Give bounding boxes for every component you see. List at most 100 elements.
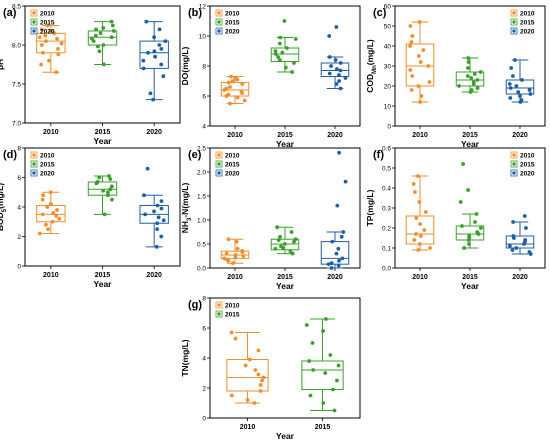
data-point — [56, 52, 61, 57]
data-point — [418, 100, 422, 104]
data-point — [245, 398, 250, 402]
data-point — [339, 234, 344, 239]
legend-entry-2010: 2010 — [30, 151, 55, 159]
data-point — [513, 58, 517, 62]
data-point — [519, 98, 524, 102]
data-point — [110, 197, 114, 202]
data-point — [329, 261, 334, 266]
data-point — [258, 389, 263, 393]
data-point — [509, 66, 514, 70]
data-point — [472, 72, 477, 76]
data-point — [304, 323, 309, 327]
legend-marker — [217, 303, 221, 307]
data-point — [47, 58, 51, 63]
data-point — [308, 393, 313, 398]
data-point — [40, 43, 44, 47]
data-point — [310, 341, 315, 345]
legend-entry-2020: 2020 — [510, 169, 535, 177]
legend-label: 2015 — [225, 311, 240, 318]
y-tick-label: 4 — [202, 123, 206, 130]
data-point — [280, 50, 285, 55]
y-tick-label: 0.0 — [197, 265, 206, 272]
data-point — [156, 215, 161, 220]
data-point — [293, 237, 298, 242]
data-point — [226, 237, 231, 242]
box-2015 — [270, 19, 300, 74]
data-point — [159, 206, 164, 211]
data-point — [157, 43, 162, 47]
y-tick-label: 0 — [17, 263, 21, 270]
data-point — [418, 234, 423, 238]
data-point — [44, 39, 48, 43]
y-tick-label: 0.1 — [382, 245, 391, 252]
data-point — [516, 90, 521, 94]
data-point — [466, 60, 471, 64]
legend-marker — [32, 29, 36, 33]
legend-marker — [512, 162, 516, 166]
data-point — [414, 216, 419, 220]
data-point — [277, 58, 282, 62]
box-iqr — [320, 62, 350, 77]
data-point — [334, 251, 339, 256]
data-point — [329, 64, 333, 68]
box-2015 — [87, 174, 118, 217]
data-point — [511, 220, 515, 224]
data-point — [471, 80, 476, 84]
data-point — [461, 162, 465, 166]
data-point — [56, 47, 60, 51]
legend-label: 2015 — [520, 19, 535, 26]
legend-entry-2015: 2015 — [30, 160, 55, 168]
data-point — [105, 190, 110, 195]
data-point — [152, 49, 157, 54]
data-point — [278, 35, 283, 40]
data-point — [333, 58, 338, 62]
data-point — [101, 43, 106, 47]
legend-marker — [32, 171, 36, 175]
panel-label: (f) — [373, 149, 384, 161]
data-point — [427, 80, 432, 84]
data-point — [329, 266, 334, 270]
data-point — [229, 330, 234, 335]
data-point — [48, 190, 53, 195]
data-point — [142, 193, 146, 198]
data-point — [510, 248, 515, 252]
data-point — [45, 23, 50, 28]
data-point — [419, 94, 424, 98]
x-tick-label: 2020 — [512, 132, 528, 139]
data-point — [473, 220, 477, 224]
y-axis-label: TN(mg/L) — [180, 339, 190, 376]
x-tick-label: 2015 — [95, 129, 111, 136]
y-tick-label: 10 — [199, 33, 207, 40]
data-point — [466, 56, 471, 60]
data-point — [416, 174, 420, 178]
data-point — [422, 228, 427, 232]
legend-label: 2020 — [40, 28, 55, 35]
box-2015 — [87, 19, 118, 67]
data-point — [277, 41, 282, 46]
legend-entry-2010: 2010 — [510, 9, 535, 17]
legend-entry-2010: 2010 — [510, 151, 535, 159]
legend-entry-2015: 2015 — [215, 18, 240, 26]
data-point — [417, 20, 422, 24]
box-iqr — [139, 40, 169, 69]
data-point — [273, 52, 278, 56]
legend-entry-2020: 2020 — [30, 27, 55, 35]
panel-label: (g) — [188, 299, 202, 311]
data-point — [108, 187, 113, 192]
x-tick-label: 2020 — [146, 129, 162, 136]
data-point — [522, 214, 527, 218]
data-point — [421, 48, 426, 52]
data-point — [235, 246, 240, 251]
legend-marker — [32, 20, 36, 24]
data-point — [261, 375, 266, 380]
data-point — [416, 54, 421, 58]
data-point — [234, 239, 239, 244]
x-tick-label: 2015 — [277, 132, 293, 139]
data-point — [50, 219, 55, 224]
x-tick-label: 2015 — [315, 424, 331, 431]
y-tick-label: 20 — [384, 83, 392, 90]
data-point — [144, 19, 149, 24]
data-point — [511, 74, 515, 78]
data-point — [416, 84, 421, 88]
data-point — [466, 188, 470, 192]
